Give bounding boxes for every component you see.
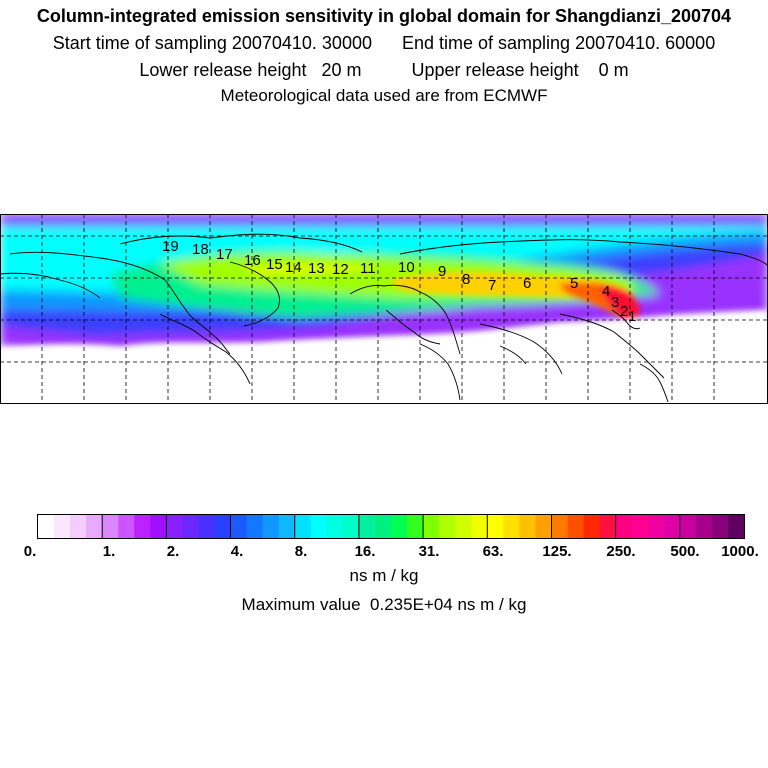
colorbar-cell [391, 515, 408, 538]
trajectory-label-7: 7 [488, 277, 496, 294]
colorbar-cell [631, 515, 649, 538]
colorbar-cell [615, 515, 633, 538]
sensitivity-field [0, 214, 768, 404]
colorbar-cell [599, 515, 617, 538]
trajectory-label-18: 18 [192, 241, 209, 258]
coastlines [0, 233, 768, 403]
colorbar-cell [503, 515, 520, 538]
colorbar-cells [38, 515, 745, 538]
colorbar-cell [230, 515, 248, 538]
trajectory-label-16: 16 [244, 252, 261, 269]
trajectory-label-19: 19 [162, 238, 179, 255]
colorbar-cell [150, 515, 167, 538]
colorbar-tick-11: 1000. [721, 543, 759, 560]
met-data-line: Meteorological data used are from ECMWF [220, 86, 548, 105]
colorbar-cell [134, 515, 151, 538]
plot-title: Column-integrated emission sensitivity i… [36, 6, 732, 26]
colorbar-tick-8: 125. [542, 543, 571, 560]
colorbar-cell [118, 515, 135, 538]
release-height-line: Lower release height 20 m Upper release … [139, 60, 629, 80]
colorbar-tick-9: 250. [606, 543, 635, 560]
trajectory-label-14: 14 [285, 259, 302, 276]
colorbar: 0. 1. 2. 4. 8. 16. 31. 63. 125. 250. 500… [24, 514, 759, 560]
colorbar-cell [166, 515, 184, 538]
colorbar-tick-3: 4. [231, 543, 244, 560]
colorbar-cell [246, 515, 264, 538]
colorbar-tick-1: 1. [103, 543, 116, 560]
colorbar-cell [695, 515, 713, 538]
colorbar-cell [70, 515, 87, 538]
colorbar-tick-4: 8. [295, 543, 308, 560]
trajectory-label-12: 12 [332, 261, 349, 278]
colorbar-cell [647, 515, 665, 538]
colorbar-cell [727, 515, 745, 538]
trajectory-label-13: 13 [308, 260, 325, 277]
colorbar-cell [342, 515, 360, 538]
colorbar-cell [583, 515, 601, 538]
colorbar-cell [262, 515, 280, 538]
colorbar-cell [471, 515, 488, 538]
trajectory-label-11: 11 [360, 260, 376, 277]
trajectory-label-9: 9 [438, 263, 446, 280]
colorbar-tick-0: 0. [24, 543, 37, 560]
colorbar-cell [551, 515, 569, 538]
colorbar-cell [358, 515, 376, 538]
colorbar-cell [535, 515, 553, 538]
trajectory-label-17: 17 [216, 246, 233, 263]
colorbar-cell [310, 515, 328, 538]
colorbar-cell [214, 515, 232, 538]
colorbar-cell [487, 515, 504, 538]
colorbar-cell [567, 515, 585, 538]
colorbar-cell [455, 515, 472, 538]
colorbar-frame [37, 514, 745, 539]
emission-sensitivity-map: 1 2 3 4 5 6 7 8 9 10 11 12 13 14 15 16 1… [0, 214, 768, 404]
colorbar-tick-7: 63. [483, 543, 504, 560]
colorbar-cell [439, 515, 456, 538]
sampling-time-line: Start time of sampling 20070410. 30000 E… [52, 33, 716, 53]
colorbar-cell [711, 515, 729, 538]
colorbar-cell [679, 515, 697, 538]
trajectory-label-10: 10 [398, 259, 415, 276]
colorbar-cell [278, 515, 296, 538]
trajectory-label-2: 2 [620, 303, 628, 320]
trajectory-label-6: 6 [523, 275, 531, 292]
colorbar-cell [407, 515, 424, 538]
colorbar-cell [294, 515, 312, 538]
colorbar-cell [54, 515, 71, 538]
colorbar-cell [423, 515, 440, 538]
colorbar-cell [38, 515, 55, 538]
colorbar-cell [663, 515, 681, 538]
trajectory-label-15: 15 [266, 256, 283, 273]
colorbar-cell [182, 515, 200, 538]
colorbar-tick-5: 16. [355, 543, 376, 560]
colorbar-units: ns m / kg [349, 566, 419, 585]
maximum-value-text: Maximum value 0.235E+04 ns m / kg [241, 595, 527, 614]
colorbar-cell [519, 515, 537, 538]
trajectory-label-3: 3 [611, 294, 619, 311]
graticule [0, 214, 768, 404]
colorbar-tick-2: 2. [167, 543, 180, 560]
colorbar-cell [374, 515, 392, 538]
colorbar-tick-10: 500. [670, 543, 699, 560]
colorbar-cell [198, 515, 216, 538]
trajectory-label-4: 4 [602, 283, 610, 300]
trajectory-label-1: 1 [628, 308, 636, 325]
trajectory-label-8: 8 [462, 271, 470, 288]
colorbar-tick-6: 31. [419, 543, 440, 560]
colorbar-cell [102, 515, 119, 538]
trajectory-label-5: 5 [570, 275, 578, 292]
colorbar-cell [86, 515, 103, 538]
colorbar-cell [326, 515, 344, 538]
